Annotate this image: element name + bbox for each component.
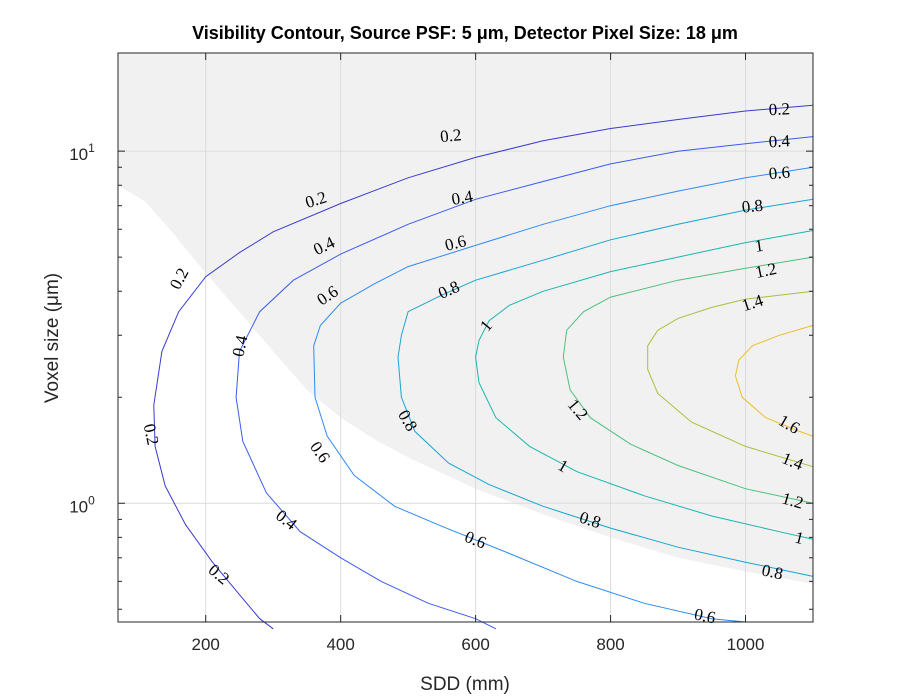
y-tick-label: 100 <box>69 493 95 516</box>
contour-label-text: 0.2 <box>140 422 163 447</box>
visibility-region <box>118 53 813 584</box>
contour-label: 0.2 <box>439 125 462 146</box>
x-tick-label: 1000 <box>727 635 765 654</box>
x-tick-label: 400 <box>326 635 354 654</box>
contour-line-1-2 <box>562 256 814 504</box>
contour-label: 0.8 <box>760 560 785 583</box>
y-tick-base: 10 <box>69 497 88 516</box>
contour-label: 0.6 <box>443 231 468 255</box>
contour-label: 1 <box>754 236 765 256</box>
shaded-region <box>118 53 813 584</box>
contour-label-text: 1 <box>754 236 765 256</box>
contour-label-text: 0.2 <box>439 125 462 146</box>
grid <box>118 53 813 622</box>
contour-label-text: 0.6 <box>443 231 468 255</box>
contour-label: 0.2 <box>140 422 163 447</box>
plot-border <box>117 52 814 623</box>
contour-label-text: 0.8 <box>760 560 785 583</box>
x-tick-label: 600 <box>461 635 489 654</box>
contour-label: 0.8 <box>741 196 764 217</box>
y-tick-exponent: 0 <box>88 493 95 507</box>
contour-line-1-6 <box>734 324 814 437</box>
contour-label-text: 1.2 <box>754 259 779 282</box>
contour-line-0-2 <box>153 104 814 630</box>
chart-title: Visibility Contour, Source PSF: 5 μm, De… <box>192 23 738 43</box>
contour-line-0-4 <box>235 136 814 630</box>
contour-label-text: 0.8 <box>741 196 764 217</box>
y-axis-label: Voxel size (μm) <box>42 273 63 403</box>
x-axis-ticks: 200 400 600 800 1000 <box>192 53 765 654</box>
contour-lines <box>153 104 814 630</box>
y-tick-label: 101 <box>69 141 95 164</box>
x-tick-label: 200 <box>192 635 220 654</box>
contour-label: 1.2 <box>754 259 779 282</box>
contour-label-text: 0.6 <box>768 163 791 184</box>
contour-line-0-6 <box>313 166 814 623</box>
contour-label-text: 0.2 <box>768 99 790 119</box>
contour-label: 0.2 <box>768 99 790 119</box>
y-tick-exponent: 1 <box>88 141 95 155</box>
contour-line-1 <box>475 230 814 540</box>
contour-label: 0.4 <box>228 333 251 358</box>
x-axis-label: SDD (mm) <box>420 674 510 695</box>
contour-label-text: 0.4 <box>450 186 475 208</box>
x-tick-label: 800 <box>596 635 624 654</box>
contour-label-text: 0.6 <box>693 604 718 627</box>
contour-label: 0.4 <box>450 186 475 208</box>
y-tick-base: 10 <box>69 145 88 164</box>
contour-line-1-4 <box>647 290 814 468</box>
contour-label: 0.6 <box>768 163 791 184</box>
contour-label-text: 0.4 <box>228 333 251 358</box>
contour-label: 0.4 <box>768 131 791 151</box>
contour-line-0-8 <box>397 198 814 577</box>
contour-label-text: 0.4 <box>768 131 791 151</box>
